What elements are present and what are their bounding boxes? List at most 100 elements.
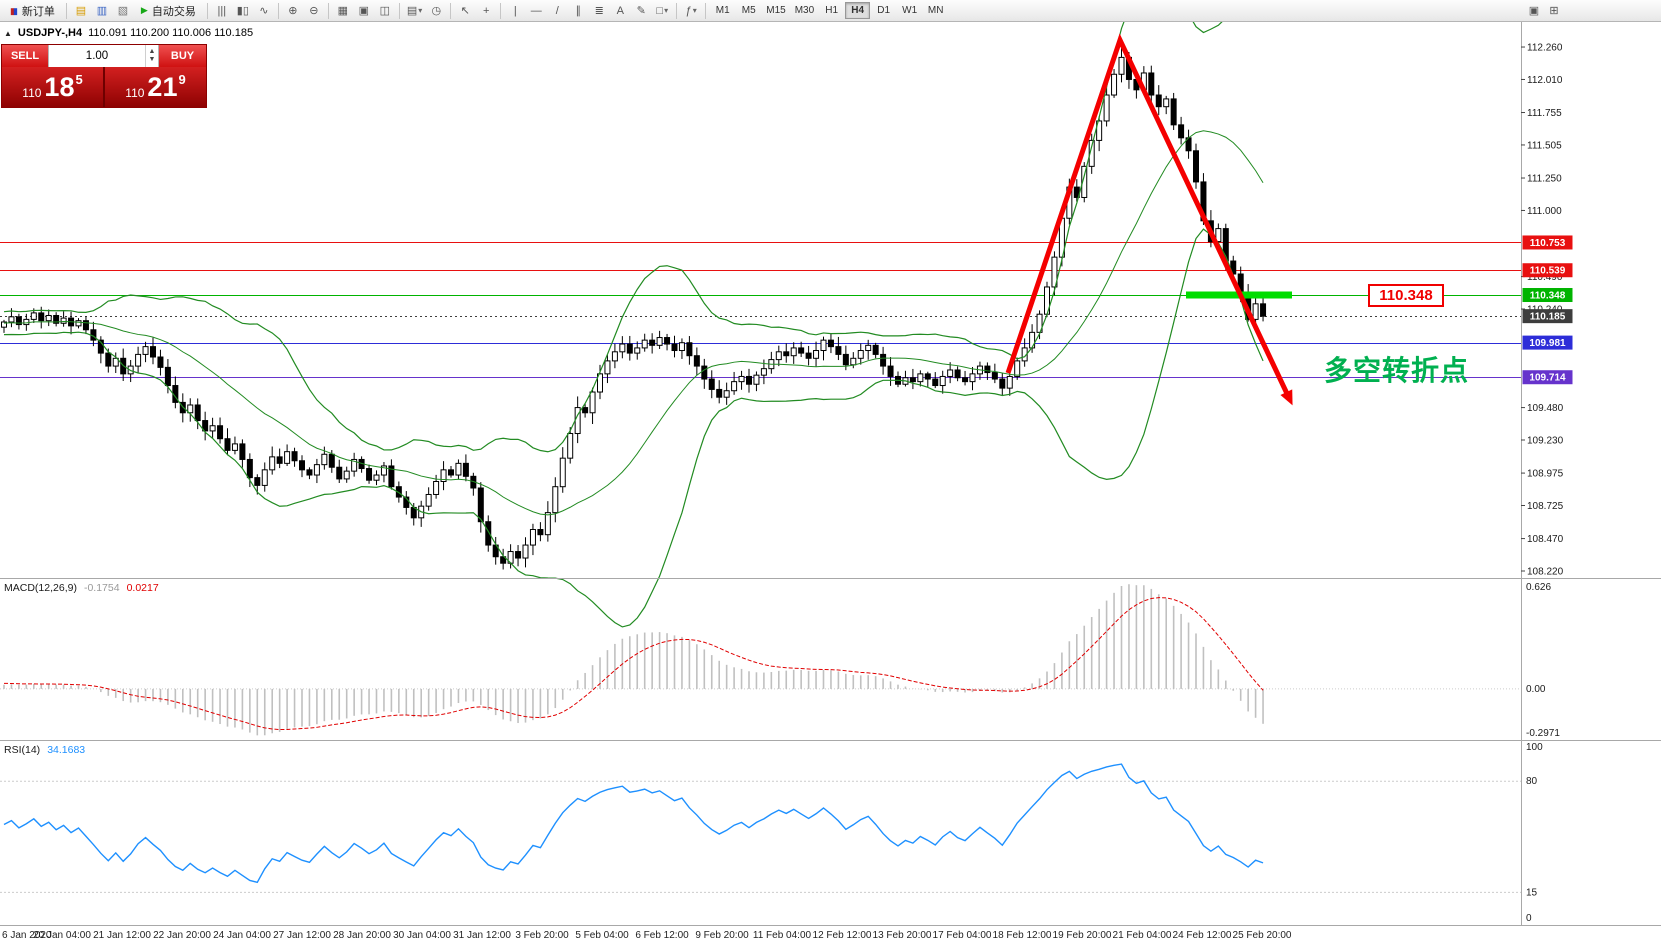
text-tool-icon[interactable]: A bbox=[610, 2, 630, 20]
data-window-icon[interactable]: ▥ bbox=[92, 2, 112, 20]
sell-price-panel[interactable]: 110 18 5 bbox=[2, 67, 103, 107]
price-callout-box[interactable]: 110.348 bbox=[1368, 284, 1444, 307]
crosshair-icon[interactable]: + bbox=[476, 2, 496, 20]
price-label-box-110.539 bbox=[1522, 263, 1573, 278]
price-tick-109.230: 109.230 bbox=[1527, 436, 1564, 447]
timeframe-button-m15[interactable]: M15 bbox=[762, 2, 789, 19]
turning-point-note[interactable]: 多空转折点 bbox=[1324, 355, 1470, 386]
price-tick-111.505: 111.505 bbox=[1527, 140, 1562, 151]
cursor-icon[interactable]: ↖ bbox=[455, 2, 475, 20]
price-label-box-110.185 bbox=[1522, 309, 1573, 324]
price-label-110.753: 110.753 bbox=[1530, 238, 1566, 249]
timeframe-button-d1[interactable]: D1 bbox=[871, 2, 896, 19]
rsi-indicator-label: RSI(14) 34.1683 bbox=[4, 744, 85, 756]
buy-price-big: 21 bbox=[147, 72, 178, 102]
tile-windows-icon[interactable]: ▦ bbox=[333, 2, 353, 20]
rsi-axis-15: 15 bbox=[1526, 887, 1538, 898]
level-lines-layer[interactable] bbox=[0, 242, 1521, 378]
macd-signal-line bbox=[3, 597, 1264, 731]
bollinger-middle-band bbox=[3, 130, 1264, 516]
time-label: 22 Jan 20:00 bbox=[153, 930, 211, 941]
buy-price-sup: 9 bbox=[178, 72, 186, 87]
symbol-title: USDJPY-,H4 bbox=[17, 27, 83, 39]
profiles-icon[interactable]: ◷ bbox=[426, 2, 446, 20]
autotrading-label: 自动交易 bbox=[151, 5, 196, 18]
time-label: 28 Jan 20:00 bbox=[333, 930, 391, 941]
toolbar: ▮▮ 新订单 ▤ ▥ ▧ ▶ 自动交易 ||| ▮▯ ∿ ⊕ ⊖ ▦ ▣ ◫ ▤… bbox=[0, 0, 1661, 22]
candlestick-chart-icon[interactable]: ▮▯ bbox=[233, 2, 253, 20]
trendline-tool-icon[interactable]: / bbox=[547, 2, 567, 20]
toolbar-separator bbox=[327, 2, 329, 19]
lot-increase-icon[interactable]: ▲ bbox=[148, 48, 156, 55]
macd-axis-max: 0.626 bbox=[1526, 582, 1551, 593]
time-label: 21 Feb 04:00 bbox=[1113, 930, 1172, 941]
market-watch-icon[interactable]: ▤ bbox=[71, 2, 91, 20]
macd-signal-value: 0.0217 bbox=[126, 582, 159, 594]
toolbar-separator bbox=[705, 2, 707, 19]
time-label: 31 Jan 12:00 bbox=[453, 930, 511, 941]
collapse-trade-widget-icon[interactable]: ▲ bbox=[4, 28, 12, 38]
window-icon[interactable]: ▣ bbox=[1524, 1, 1544, 19]
bollinger-lower-band bbox=[3, 228, 1264, 628]
indicators-button[interactable]: ƒ ▾ bbox=[681, 2, 701, 20]
sell-button[interactable]: SELL bbox=[2, 45, 48, 67]
shapes-tool-button[interactable]: □ ▾ bbox=[652, 2, 672, 20]
lot-stepper[interactable]: ▲ ▼ bbox=[145, 45, 158, 67]
zoom-in-icon[interactable]: ⊕ bbox=[283, 2, 303, 20]
arrange-windows-icon[interactable]: ◫ bbox=[375, 2, 395, 20]
timeframe-button-m1[interactable]: M1 bbox=[710, 2, 735, 19]
rsi-panel: 100 80 15 0 bbox=[0, 742, 1543, 924]
fibonacci-tool-icon[interactable]: ≣ bbox=[589, 2, 609, 20]
price-label-110.348: 110.348 bbox=[1530, 291, 1566, 302]
autotrading-button[interactable]: ▶ 自动交易 bbox=[134, 2, 203, 20]
price-axis[interactable]: 112.260 112.010 111.755 111.505 111.250 111.0… bbox=[1521, 43, 1573, 578]
horizontal-line-tool-icon[interactable]: — bbox=[526, 2, 546, 20]
navigator-icon[interactable]: ▧ bbox=[113, 2, 133, 20]
lot-decrease-icon[interactable]: ▼ bbox=[148, 56, 156, 63]
bar-chart-icon[interactable]: ||| bbox=[212, 2, 232, 20]
zoom-out-icon[interactable]: ⊖ bbox=[304, 2, 324, 20]
macd-indicator-label: MACD(12,26,9) -0.1754 0.0217 bbox=[4, 582, 159, 594]
buy-price-panel[interactable]: 110 21 9 bbox=[105, 67, 206, 107]
lot-size-value[interactable]: 1.00 bbox=[85, 50, 109, 62]
buy-button[interactable]: BUY bbox=[159, 45, 206, 67]
new-order-icon: ▮▮ bbox=[10, 5, 18, 16]
timeframe-button-m30[interactable]: M30 bbox=[791, 2, 818, 19]
toolbar-separator bbox=[206, 2, 208, 19]
price-tick-108.725: 108.725 bbox=[1527, 501, 1564, 512]
time-label: 27 Jan 12:00 bbox=[273, 930, 331, 941]
channel-tool-icon[interactable]: ∥ bbox=[568, 2, 588, 20]
rsi-name: RSI(14) bbox=[4, 744, 41, 756]
timeframe-toolbar: M1 M5 M15 M30 H1 H4 D1 W1 MN bbox=[710, 2, 948, 19]
time-label: 24 Jan 04:00 bbox=[213, 930, 271, 941]
toolbar-separator bbox=[277, 2, 279, 19]
timeframe-button-h1[interactable]: H1 bbox=[819, 2, 844, 19]
trend-arrow[interactable] bbox=[1005, 33, 1293, 402]
cascade-windows-icon[interactable]: ▣ bbox=[354, 2, 374, 20]
new-order-button[interactable]: ▮▮ 新订单 bbox=[3, 2, 62, 20]
shapes-icon: □ bbox=[656, 4, 664, 17]
price-tick-112.010: 112.010 bbox=[1527, 75, 1563, 86]
new-chart-button[interactable]: ▤ ▾ bbox=[404, 2, 425, 20]
capture-icon[interactable]: ⊞ bbox=[1544, 1, 1564, 19]
line-chart-icon[interactable]: ∿ bbox=[254, 2, 274, 20]
lot-size-field[interactable]: 1.00 ▲ ▼ bbox=[48, 45, 159, 67]
vertical-line-tool-icon[interactable]: | bbox=[505, 2, 525, 20]
timeframe-button-m5[interactable]: M5 bbox=[736, 2, 761, 19]
time-label: 9 Feb 20:00 bbox=[695, 930, 749, 941]
price-label-box-110.753 bbox=[1522, 235, 1573, 250]
sell-price-big: 18 bbox=[44, 72, 75, 102]
price-tick-108.220: 108.220 bbox=[1527, 566, 1564, 577]
macd-axis-zero: 0.00 bbox=[1526, 684, 1546, 695]
annotations-layer[interactable] bbox=[1005, 33, 1293, 406]
timeframe-button-mn[interactable]: MN bbox=[923, 2, 948, 19]
price-label-109.714: 109.714 bbox=[1529, 373, 1566, 384]
timeframe-button-h4[interactable]: H4 bbox=[845, 2, 871, 19]
price-tick-112.260: 112.260 bbox=[1527, 43, 1563, 54]
timeframe-button-w1[interactable]: W1 bbox=[897, 2, 922, 19]
label-tool-icon[interactable]: ✎ bbox=[631, 2, 651, 20]
chevron-down-icon: ▾ bbox=[692, 6, 697, 15]
trade-widget-controls: SELL 1.00 ▲ ▼ BUY bbox=[2, 45, 206, 67]
